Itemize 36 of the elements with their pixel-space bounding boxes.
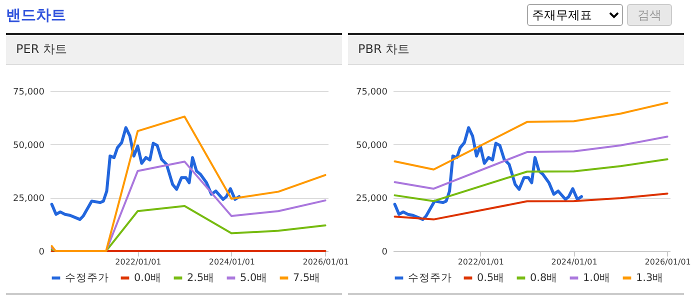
y-tick-label: 50,000 [356,140,388,151]
legend-label: 2.5배 [187,272,215,284]
y-tick-label: 50,000 [13,140,45,151]
line-series [50,126,241,221]
legend-label: 1.0배 [583,272,611,284]
text: 검색 [627,4,672,26]
legend-label: 5.0배 [240,272,268,284]
x-tick-label: 2022/01/01 [115,258,162,266]
chart-title: PBR 차트 [348,35,684,65]
y-tick-label: 0 [38,248,45,258]
line-series [394,158,668,202]
legend-label: 1.3배 [636,272,664,284]
legend-label: 0.8배 [530,272,558,284]
y-tick-label: 0 [382,248,388,258]
y-tick-label: 25,000 [13,194,45,204]
y-tick-label: 75,000 [356,88,388,98]
x-tick-label: 2022/01/01 [458,258,504,266]
legend-label: 수정주가 [65,272,109,284]
line-series [394,136,668,190]
line-series [394,102,668,171]
x-tick-label: 2026/01/01 [302,258,349,266]
line-series [393,126,583,221]
legend-label: 0.5배 [477,272,505,284]
text: 주재무제표 [527,4,623,26]
line-series [50,116,326,252]
x-tick-label: 2026/01/01 [644,258,691,266]
x-tick-label: 2024/01/01 [551,258,598,266]
legend-label: 수정주가 [408,272,452,284]
line-series [394,192,668,220]
chart-title: PER 차트 [6,35,342,65]
x-tick-label: 2024/01/01 [208,258,255,266]
legend-label: 7.5배 [293,272,321,284]
legend-label: 0.0배 [134,272,162,284]
y-tick-label: 25,000 [356,194,388,204]
y-tick-label: 75,000 [13,88,45,98]
text: 밴드차트 [6,6,66,25]
